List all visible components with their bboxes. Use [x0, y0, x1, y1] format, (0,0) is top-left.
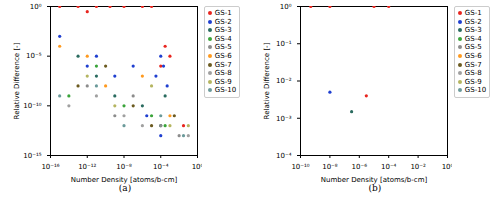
html-text:(a): (a)	[118, 183, 132, 193]
html-text:GS-8: GS-8	[214, 69, 232, 78]
html-text:GS-5: GS-5	[214, 43, 232, 52]
svg-text:Relative Difference [-]: Relative Difference [-]	[263, 42, 271, 119]
svg-text:10⁻⁴: 10⁻⁴	[381, 163, 397, 171]
svg-text:10⁰: 10⁰	[280, 3, 292, 11]
html-text:GS-9: GS-9	[214, 77, 232, 86]
svg-text:10⁻⁶: 10⁻⁶	[351, 163, 367, 171]
html-text:GS-3: GS-3	[214, 26, 232, 35]
html-text:GS-8: GS-8	[464, 69, 482, 78]
svg-text:10⁻¹²: 10⁻¹²	[78, 163, 96, 171]
svg-text:10⁻²: 10⁻²	[410, 163, 426, 171]
html-text:GS-1: GS-1	[214, 9, 232, 17]
html-text:GS-4: GS-4	[464, 34, 482, 43]
svg-text:10⁰: 10⁰	[191, 163, 201, 171]
html-text:GS-9: GS-9	[464, 77, 482, 86]
html-text:GS-5: GS-5	[464, 43, 482, 52]
html-text:GS-3: GS-3	[464, 26, 482, 35]
html-text:GS-6: GS-6	[214, 52, 232, 60]
html-text:GS-7: GS-7	[214, 60, 232, 69]
html-text:GS-6: GS-6	[464, 52, 482, 60]
svg-text:10⁰: 10⁰	[441, 163, 451, 171]
svg-text:Number Density [atoms/b-cm]: Number Density [atoms/b-cm]	[321, 176, 428, 184]
svg-text:10⁻⁸: 10⁻⁸	[322, 163, 338, 171]
svg-text:10⁻⁴: 10⁻⁴	[276, 152, 292, 160]
svg-text:Number Density [atoms/b-cm]: Number Density [atoms/b-cm]	[71, 176, 178, 184]
svg-text:10⁻¹⁶: 10⁻¹⁶	[41, 163, 59, 171]
svg-text:10⁻¹⁵: 10⁻¹⁵	[23, 152, 41, 160]
svg-text:Relative Difference [-]: Relative Difference [-]	[13, 42, 21, 119]
svg-text:10⁰: 10⁰	[30, 3, 42, 11]
html-text:(b): (b)	[368, 183, 382, 193]
html-text:GS-10: GS-10	[464, 86, 487, 95]
svg-text:10⁻¹⁰: 10⁻¹⁰	[291, 163, 309, 171]
svg-text:10⁻¹⁰: 10⁻¹⁰	[23, 102, 41, 110]
svg-text:10⁻¹: 10⁻¹	[276, 40, 292, 48]
html-text:GS-10: GS-10	[214, 86, 237, 95]
html-text:GS-7: GS-7	[464, 60, 482, 69]
svg-text:10⁻⁸: 10⁻⁸	[116, 163, 132, 171]
html-text:GS-2: GS-2	[464, 17, 482, 26]
html-text:GS-4: GS-4	[214, 34, 232, 43]
svg-text:10⁻⁴: 10⁻⁴	[153, 163, 169, 171]
svg-text:10⁻³: 10⁻³	[276, 114, 292, 122]
html-text:GS-2: GS-2	[214, 17, 232, 26]
html-text:GS-1: GS-1	[464, 9, 482, 17]
svg-text:10⁻⁵: 10⁻⁵	[26, 52, 42, 60]
svg-text:10⁻²: 10⁻²	[276, 77, 292, 85]
